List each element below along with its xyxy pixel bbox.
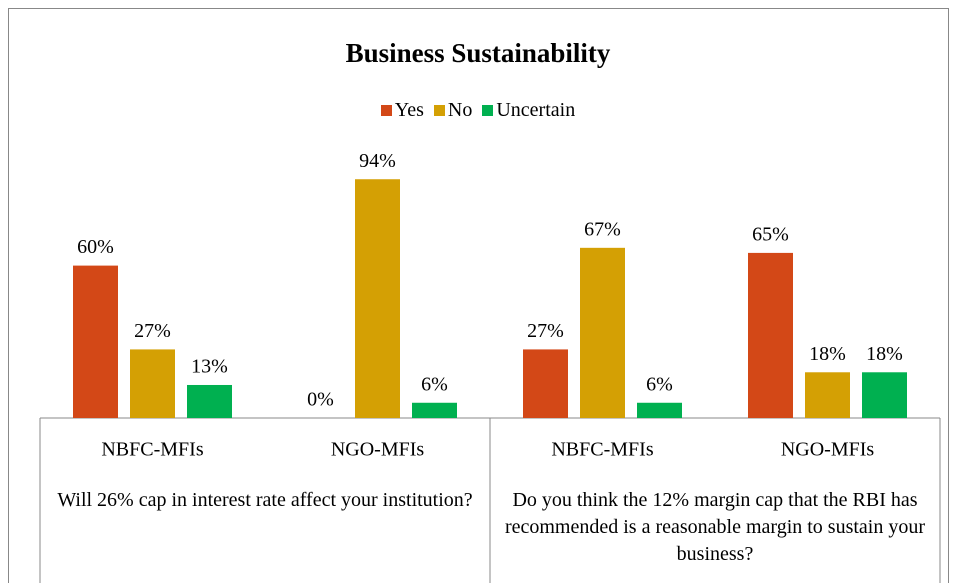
data-label: 6% (421, 373, 448, 395)
legend: Yes No Uncertain (0, 99, 956, 122)
bar (748, 252, 793, 418)
data-label: 94% (359, 150, 396, 172)
bar (805, 372, 850, 418)
data-label: 27% (134, 320, 171, 342)
bar (412, 402, 457, 418)
x-tick-label: NBFC-MFIs (101, 439, 203, 461)
x-tick-label: NGO-MFIs (331, 439, 425, 461)
bar (580, 247, 625, 418)
legend-label: Uncertain (496, 99, 576, 121)
x-tick-label: NBFC-MFIs (551, 439, 653, 461)
legend-label: Yes (394, 99, 424, 121)
data-label: 67% (584, 218, 621, 240)
bar (73, 265, 118, 418)
legend-swatch (482, 105, 494, 116)
legend-item: Uncertain (482, 99, 575, 122)
chart-frame (8, 8, 949, 583)
legend-item: No (433, 99, 473, 122)
legend-swatch (380, 105, 392, 116)
data-label: 27% (527, 320, 564, 342)
legend-swatch (433, 105, 445, 116)
group-label: Do you think the 12% margin cap that the… (504, 489, 926, 565)
group-label: Will 26% cap in interest rate affect you… (57, 489, 473, 511)
data-label: 18% (809, 343, 846, 365)
data-label: 13% (191, 356, 228, 378)
data-label: 60% (77, 236, 114, 258)
data-label: 18% (866, 343, 903, 365)
x-tick-label: NGO-MFIs (781, 439, 875, 461)
bar (523, 349, 568, 418)
bar (130, 349, 175, 418)
bar (187, 384, 232, 418)
data-label: 0% (307, 389, 334, 411)
bar (637, 402, 682, 418)
data-label: 65% (752, 223, 789, 245)
chart-title: Business Sustainability (345, 38, 611, 68)
bar (355, 179, 400, 418)
bar (862, 372, 907, 418)
legend-item: Yes (380, 99, 424, 122)
legend-label: No (447, 99, 473, 121)
data-label: 6% (646, 373, 673, 395)
